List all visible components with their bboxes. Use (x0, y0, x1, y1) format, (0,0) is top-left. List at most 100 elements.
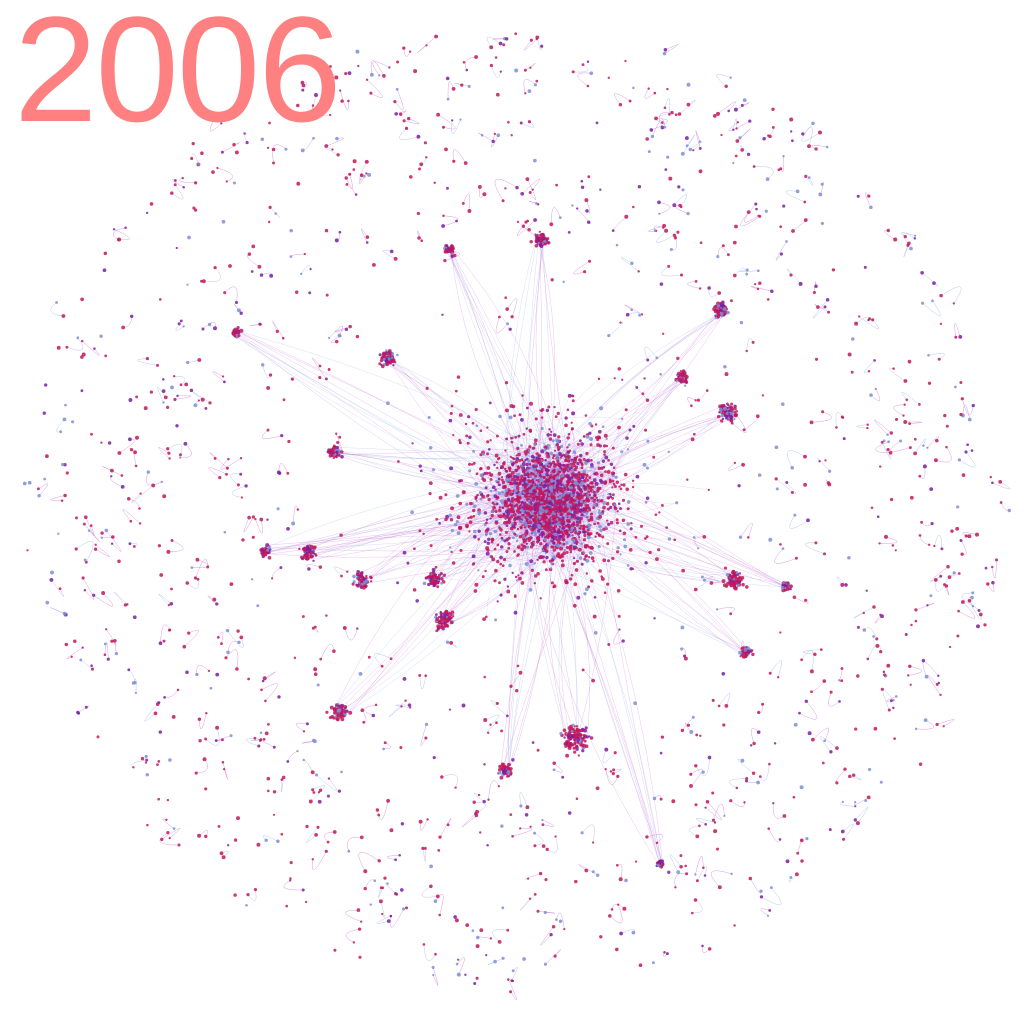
network-edge (488, 495, 532, 562)
network-edge (403, 48, 411, 57)
network-node (535, 498, 539, 502)
network-node (576, 595, 581, 600)
network-edge (914, 438, 926, 454)
network-edge (903, 243, 910, 258)
network-edge (407, 538, 528, 566)
network-edge (102, 466, 123, 476)
network-edge (743, 416, 759, 431)
network-node (503, 521, 507, 525)
network-edge (160, 624, 171, 644)
network-node (566, 459, 571, 463)
network-node (555, 536, 558, 539)
network-edge (50, 607, 66, 615)
network-node (550, 561, 554, 566)
network-edge (524, 444, 579, 541)
network-edge (525, 873, 541, 880)
network-node (602, 558, 607, 563)
network-node (601, 509, 605, 513)
network-node (598, 511, 602, 516)
network-node (456, 515, 461, 520)
network-node (518, 504, 522, 508)
network-node (491, 485, 496, 490)
network-node (598, 533, 602, 538)
network-node (576, 516, 580, 521)
network-node (588, 551, 593, 555)
network-node (430, 573, 433, 576)
network-edge (690, 141, 703, 151)
network-node (535, 479, 538, 482)
network-node (527, 449, 531, 453)
network-edge (171, 184, 184, 200)
network-node (618, 485, 621, 488)
network-node (455, 494, 460, 498)
network-edge (687, 397, 696, 406)
network-edge (646, 834, 664, 844)
network-node (575, 500, 578, 504)
network-node (543, 489, 547, 493)
network-node (459, 479, 463, 483)
network-edge (840, 801, 856, 807)
network-node (415, 599, 419, 603)
network-node (530, 528, 534, 532)
network-node (521, 534, 526, 539)
network-node (580, 542, 584, 546)
network-edge (544, 528, 558, 546)
network-edge (227, 630, 244, 648)
network-node (427, 578, 431, 581)
network-node (449, 620, 454, 625)
network-node (567, 443, 571, 447)
network-edge (162, 818, 175, 829)
network-node (412, 588, 417, 592)
network-node (572, 603, 577, 608)
network-node (530, 507, 534, 511)
network-node (581, 463, 584, 467)
network-node (474, 408, 478, 412)
network-node (590, 485, 595, 489)
network-node (486, 466, 491, 470)
network-node (608, 480, 612, 484)
network-edge (787, 450, 806, 468)
network-node (528, 463, 532, 466)
network-node (524, 458, 527, 462)
network-node (451, 561, 456, 565)
network-node (551, 494, 556, 499)
network-node (616, 589, 621, 593)
network-edge (257, 738, 275, 748)
network-edge (473, 793, 485, 802)
network-node (528, 588, 533, 592)
network-edge (221, 851, 229, 858)
network-node (490, 555, 494, 559)
network-edge (558, 532, 600, 542)
network-edge (394, 89, 404, 110)
network-edge (443, 215, 459, 227)
network-node (465, 434, 469, 438)
network-node (545, 480, 549, 483)
network-node (539, 555, 544, 559)
network-node (619, 507, 622, 511)
network-edge (849, 774, 862, 781)
network-edge (916, 719, 935, 730)
network-edge (842, 823, 854, 840)
network-edge (247, 253, 260, 268)
network-edge (346, 184, 357, 195)
network-node (635, 474, 640, 479)
network-node (559, 535, 563, 538)
network-edge (617, 864, 623, 880)
network-node (510, 440, 514, 444)
network-edge (509, 467, 572, 487)
network-node (503, 539, 507, 543)
network-node (533, 443, 537, 446)
network-node (574, 568, 579, 572)
network-edge (901, 392, 920, 405)
network-node (380, 364, 385, 369)
network-node (472, 534, 477, 539)
network-edge (66, 337, 84, 351)
network-node (464, 422, 468, 426)
network-node (517, 466, 521, 470)
network-node (450, 616, 453, 620)
network-edge (419, 675, 426, 690)
network-edge (801, 650, 814, 672)
network-node (529, 494, 532, 498)
network-node (511, 524, 516, 529)
network-edge (38, 483, 49, 496)
